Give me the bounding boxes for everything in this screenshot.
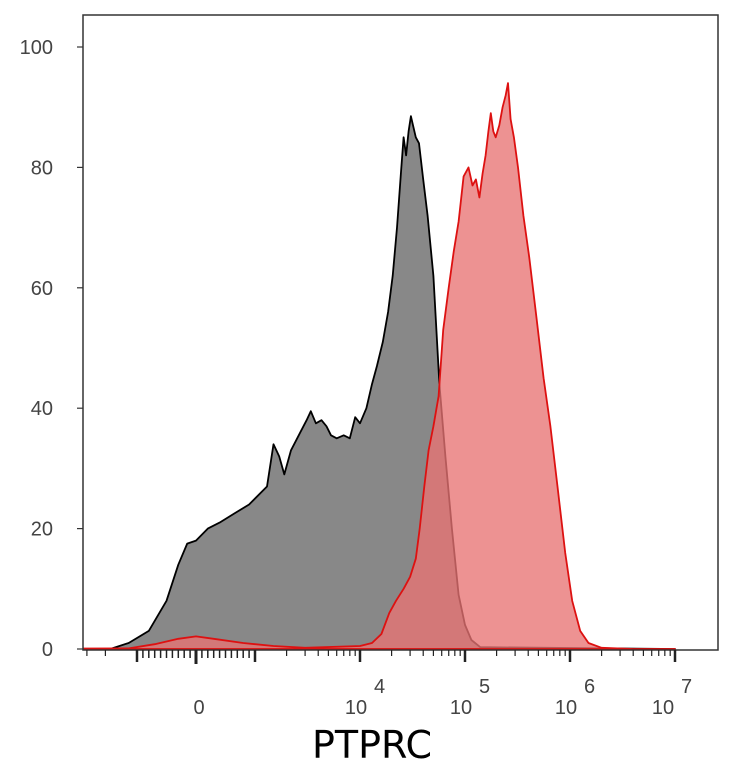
series-layer [83, 82, 676, 650]
x-tick-exponent: 7 [681, 676, 692, 698]
y-axis: 0 20 40 60 80 100 [20, 37, 83, 661]
x-tick-base: 10 [345, 697, 367, 719]
x-tick-exponent: 4 [374, 676, 385, 698]
y-tick-label: 20 [31, 519, 53, 541]
y-tick-label: 80 [31, 157, 53, 179]
x-tick-exponent: 6 [584, 676, 595, 698]
x-tick-exponent: 5 [479, 676, 490, 698]
y-tick-label: 60 [31, 278, 53, 300]
x-tick-label: 10 7 [652, 676, 692, 719]
x-tick-label: 0 [193, 697, 204, 719]
y-tick-label: 100 [20, 37, 53, 59]
x-tick-label: 10 5 [450, 676, 490, 719]
x-tick-label: 10 4 [345, 676, 385, 719]
series-2-area [83, 82, 676, 650]
y-tick-label: 40 [31, 398, 53, 420]
x-axis-title: PTPRC [312, 723, 432, 767]
x-tick-label: 10 6 [555, 676, 595, 719]
series-1-area [83, 115, 676, 650]
x-tick-base: 10 [555, 697, 577, 719]
x-tick-base: 10 [652, 697, 674, 719]
x-axis: 0 10 4 10 5 10 6 10 7 [86, 650, 692, 719]
x-tick-base: 10 [450, 697, 472, 719]
x-tick-base: 0 [193, 697, 204, 719]
y-tick-label: 0 [42, 639, 53, 661]
plot-frame [82, 14, 719, 651]
